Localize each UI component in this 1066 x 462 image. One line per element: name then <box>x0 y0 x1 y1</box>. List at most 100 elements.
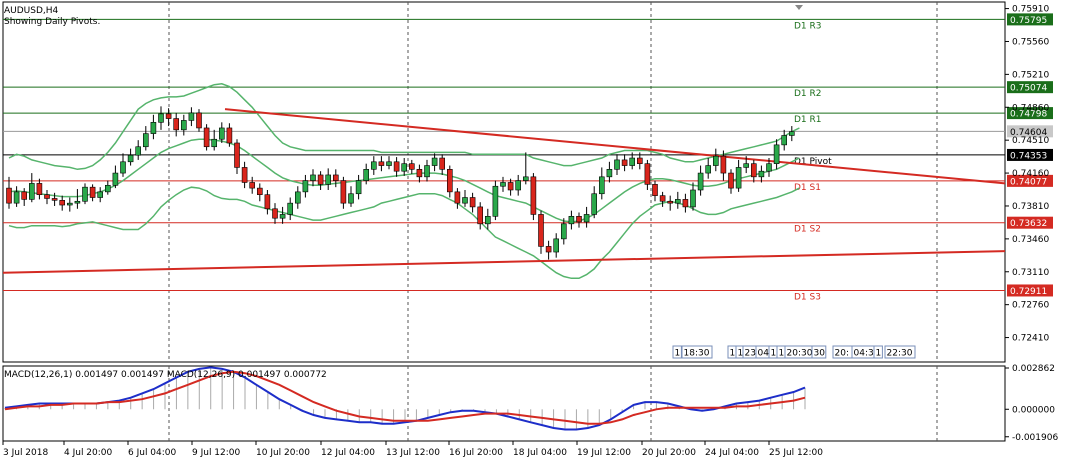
pivot-price-box <box>1007 174 1053 187</box>
candle-body <box>241 167 248 183</box>
price-tick-label: 0.75210 <box>1012 70 1049 80</box>
candle-body <box>720 155 727 174</box>
session-label: 18:30 <box>684 349 710 359</box>
candle-body <box>431 157 438 166</box>
macd-panel: 0.002862 0.000000 -0.001906 <box>4 364 1058 443</box>
candle-body <box>568 216 575 225</box>
session-labels: 1 18:30 1 1 23:04:1 1 20:30 30 20: 04:3 1 22:30 <box>672 345 916 359</box>
candle-body <box>234 142 240 168</box>
candle-body <box>135 146 141 156</box>
time-tick-label: 24 Jul 04:00 <box>705 448 759 458</box>
candle-body <box>439 157 446 170</box>
session-box <box>873 345 883 359</box>
candle-body <box>515 180 522 191</box>
session-label: 1 <box>771 349 777 359</box>
candle-body <box>287 202 294 215</box>
candle-body <box>705 165 712 174</box>
candle-body <box>294 191 301 204</box>
candle-body <box>105 184 111 193</box>
price-tick-label: 0.72760 <box>1012 301 1049 311</box>
candle-body <box>545 246 552 253</box>
last-price-label: 0.74604 <box>1010 128 1047 138</box>
bollinger-upper <box>8 83 800 171</box>
time-tick-label: 9 Jul 12:00 <box>192 448 241 458</box>
candle-body <box>454 191 461 204</box>
candle-body <box>219 127 225 140</box>
price-tick-label: 0.73110 <box>1012 268 1049 278</box>
time-tick-label: 3 Jul 2018 <box>3 448 48 458</box>
price-tick-label: 0.74510 <box>1012 136 1049 146</box>
candle-body <box>621 159 628 166</box>
time-tick-label: 12 Jul 04:00 <box>321 448 375 458</box>
trendline <box>2 250 1006 274</box>
candle-body <box>188 112 195 121</box>
pivot-price-box <box>1007 148 1053 161</box>
time-tick-label: 10 Jul 20:00 <box>256 448 310 458</box>
candle-body <box>332 174 339 181</box>
pivot-price-label: 0.72911 <box>1010 287 1047 297</box>
candle-body <box>36 183 43 195</box>
candle-body <box>583 214 590 223</box>
session-label: 1 <box>675 349 681 359</box>
candle-body <box>636 157 643 164</box>
candles <box>6 106 795 260</box>
last-price-box <box>1007 125 1053 138</box>
candle-body <box>484 216 491 225</box>
candle-body <box>530 176 537 215</box>
candle-body <box>173 118 179 131</box>
price-tick-label: 0.75560 <box>1012 37 1049 47</box>
pivot-label: D1 R1 <box>794 115 822 125</box>
candle-body <box>363 169 370 181</box>
pivot-price-box <box>1007 284 1053 297</box>
candle-body <box>408 163 415 170</box>
candle-body <box>249 182 255 189</box>
macd-signal-line <box>4 370 806 425</box>
candle-body <box>279 214 286 219</box>
candle-body <box>28 183 35 200</box>
time-tick-label: 25 Jul 12:00 <box>769 448 823 458</box>
pivot-lines: D1 R3 0.75795 D1 R2 0.75074 D1 R1 0.74798 D1 P… <box>3 5 1053 302</box>
candle-body <box>477 206 484 225</box>
time-tick-label: 19 Jul 12:00 <box>577 448 631 458</box>
candle-body <box>781 135 788 146</box>
candle-body <box>629 157 636 166</box>
candle-body <box>203 127 210 148</box>
candle-body <box>743 163 750 168</box>
macd-tick-label: 0.002862 <box>1012 364 1055 374</box>
time-tick-label: 13 Jul 12:00 <box>386 448 440 458</box>
pivot-price-label: 0.74077 <box>1010 177 1047 187</box>
candle-body <box>538 214 544 247</box>
macd-frame <box>2 365 1006 442</box>
candle-body <box>591 193 598 215</box>
session-box <box>811 345 827 359</box>
candle-body <box>302 180 309 193</box>
price-tick-label: 0.73810 <box>1012 202 1049 212</box>
candle-body <box>74 200 81 204</box>
pivot-label: D1 R3 <box>794 21 822 31</box>
candle-body <box>462 197 468 204</box>
candle-body <box>158 113 164 123</box>
candle-body <box>317 174 324 185</box>
pivot-price-box <box>1007 81 1053 94</box>
candle-body <box>181 120 187 131</box>
session-label: 1 <box>876 349 882 359</box>
candle-body <box>667 200 674 204</box>
trendline <box>224 108 1006 185</box>
candle-body <box>659 195 666 202</box>
session-label: 1 <box>779 349 785 359</box>
candle-body <box>553 238 560 253</box>
pivot-label: D1 S3 <box>794 292 821 302</box>
candle-body <box>500 182 506 187</box>
pivot-price-label: 0.75074 <box>1010 84 1047 94</box>
candle-body <box>424 165 430 178</box>
candle-body <box>44 194 50 199</box>
candle-body <box>150 122 157 134</box>
candle-body <box>67 202 73 206</box>
candle-body <box>735 167 742 189</box>
pivot-price-label: 0.74798 <box>1010 110 1047 120</box>
candle-body <box>21 191 28 200</box>
session-label: 30 <box>814 349 826 359</box>
candle-body <box>606 169 613 178</box>
session-label: 22:30 <box>887 349 913 359</box>
